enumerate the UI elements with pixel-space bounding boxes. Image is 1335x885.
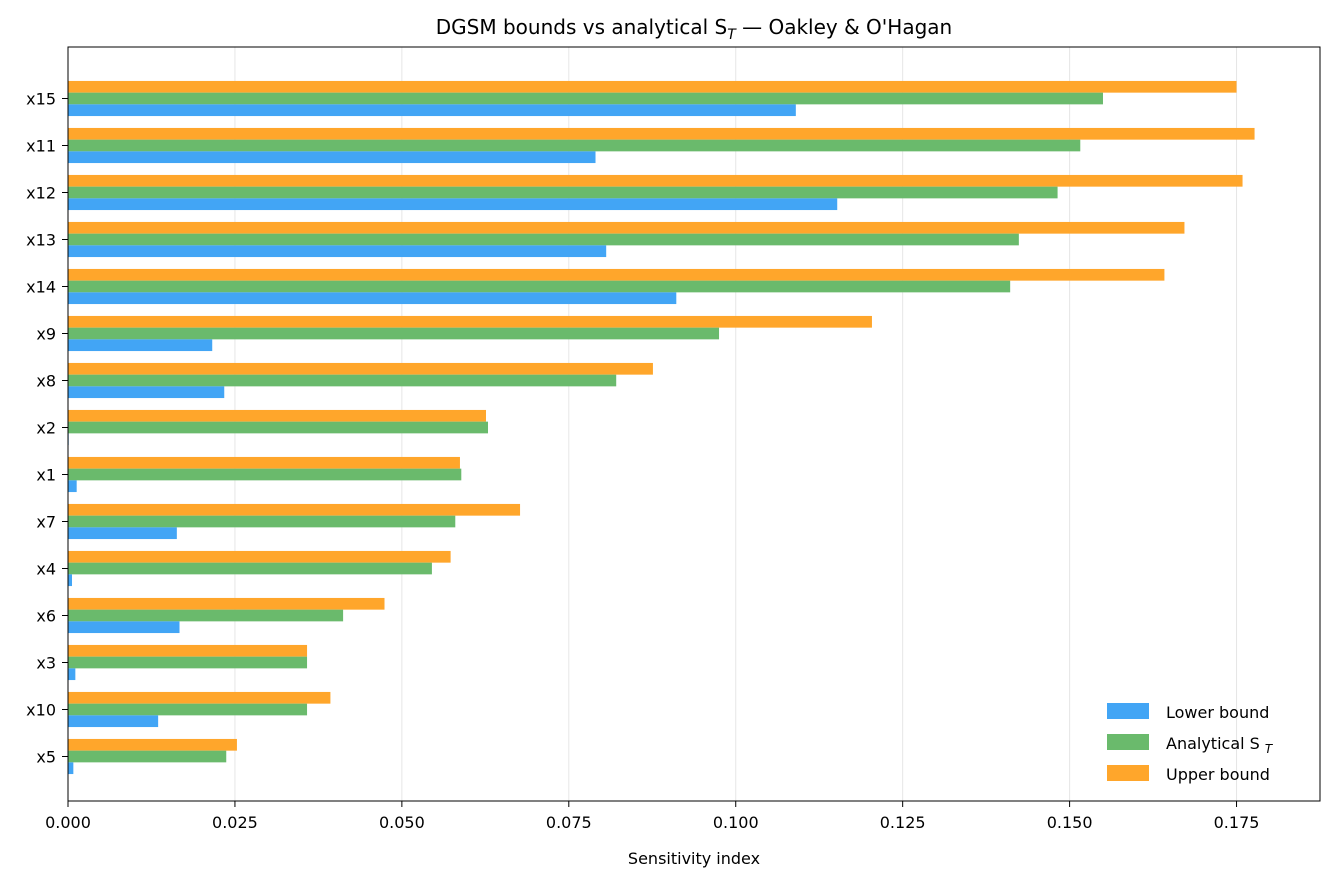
y-tick-label: x4 bbox=[36, 560, 56, 579]
x-tick-label: 0.175 bbox=[1214, 813, 1260, 832]
bar-x7-lower-bound bbox=[68, 527, 177, 540]
legend-swatch bbox=[1107, 703, 1149, 719]
y-tick-label: x10 bbox=[26, 701, 56, 720]
bar-x5-analytical-s bbox=[68, 750, 227, 763]
y-tick-label: x11 bbox=[26, 137, 56, 156]
chart-title: DGSM bounds vs analytical ST — Oakley & … bbox=[436, 15, 952, 43]
bar-x13-analytical-s bbox=[68, 233, 1019, 246]
bar-x7-analytical-s bbox=[68, 515, 456, 528]
bar-x12-upper-bound bbox=[68, 174, 1243, 187]
bar-x10-upper-bound bbox=[68, 691, 331, 704]
bar-x5-upper-bound bbox=[68, 738, 237, 751]
bar-x15-lower-bound bbox=[68, 104, 796, 117]
bar-x4-analytical-s bbox=[68, 562, 432, 575]
bar-x3-analytical-s bbox=[68, 656, 308, 669]
bar-x3-lower-bound bbox=[68, 668, 76, 681]
y-tick-label: x3 bbox=[36, 654, 56, 673]
bar-x1-lower-bound bbox=[68, 480, 77, 493]
title-subscript: T bbox=[727, 27, 737, 43]
bar-x4-upper-bound bbox=[68, 550, 451, 563]
bar-x14-analytical-s bbox=[68, 280, 1011, 293]
bar-x11-analytical-s bbox=[68, 139, 1081, 152]
bar-x6-upper-bound bbox=[68, 597, 385, 610]
title-main: DGSM bounds vs analytical S bbox=[436, 15, 727, 39]
bar-x5-lower-bound bbox=[68, 762, 74, 775]
bar-x12-analytical-s bbox=[68, 186, 1058, 199]
bar-x10-lower-bound bbox=[68, 715, 159, 728]
y-axis-ticks: x15 x11 x12 x13 x14 x9 x8 x2 x1 x7 x4 x6 x3 x10 x5 bbox=[26, 90, 68, 767]
x-tick-label: 0.100 bbox=[713, 813, 759, 832]
legend-label: Lower bound bbox=[1166, 703, 1269, 722]
x-tick-label: 0.050 bbox=[379, 813, 425, 832]
y-tick-label: x9 bbox=[36, 325, 56, 344]
y-tick-label: x6 bbox=[36, 607, 56, 626]
bar-x6-analytical-s bbox=[68, 609, 344, 622]
y-tick-label: x7 bbox=[36, 513, 56, 532]
bar-x6-lower-bound bbox=[68, 621, 180, 634]
y-tick-label: x1 bbox=[36, 466, 56, 485]
bar-x8-upper-bound bbox=[68, 362, 653, 375]
x-tick-label: 0.000 bbox=[45, 813, 91, 832]
x-axis-ticks: 0.000 0.025 0.050 0.075 0.100 0.125 0.150 0.175 bbox=[45, 801, 1259, 832]
y-tick-label: x5 bbox=[36, 748, 56, 767]
x-tick-label: 0.075 bbox=[546, 813, 592, 832]
bar-x11-upper-bound bbox=[68, 127, 1255, 140]
legend-swatch bbox=[1107, 734, 1149, 750]
bar-x15-analytical-s bbox=[68, 92, 1103, 105]
y-tick-label: x8 bbox=[36, 372, 56, 391]
bar-x9-upper-bound bbox=[68, 315, 872, 328]
bar-x11-lower-bound bbox=[68, 151, 596, 164]
bar-x4-lower-bound bbox=[68, 574, 73, 587]
legend-label-main: Upper bound bbox=[1166, 765, 1270, 784]
bar-x1-analytical-s bbox=[68, 468, 462, 481]
bar-x3-upper-bound bbox=[68, 644, 308, 657]
y-tick-label: x15 bbox=[26, 90, 56, 109]
legend: Lower bound Analytical S T Upper bound bbox=[1107, 703, 1274, 784]
bar-x2-analytical-s bbox=[68, 421, 489, 434]
x-tick-label: 0.150 bbox=[1047, 813, 1093, 832]
legend-label: Upper bound bbox=[1166, 765, 1270, 784]
bar-x15-upper-bound bbox=[68, 80, 1237, 93]
bar-x14-upper-bound bbox=[68, 268, 1165, 281]
legend-swatch bbox=[1107, 765, 1149, 781]
bar-x1-upper-bound bbox=[68, 456, 460, 469]
bar-x7-upper-bound bbox=[68, 503, 521, 516]
bar-x10-analytical-s bbox=[68, 703, 308, 716]
legend-label-main: Analytical S bbox=[1166, 734, 1260, 753]
bar-x9-lower-bound bbox=[68, 339, 213, 352]
y-tick-label: x13 bbox=[26, 231, 56, 250]
plot-frame bbox=[67, 46, 1321, 802]
title-suffix: — Oakley & O'Hagan bbox=[736, 15, 952, 39]
x-tick-label: 0.025 bbox=[212, 813, 258, 832]
x-axis-label: Sensitivity index bbox=[628, 849, 760, 868]
bar-x8-analytical-s bbox=[68, 374, 617, 387]
x-tick-label: 0.125 bbox=[880, 813, 926, 832]
legend-label-subscript: T bbox=[1265, 742, 1274, 756]
bar-x14-lower-bound bbox=[68, 292, 677, 305]
bars bbox=[68, 80, 1255, 775]
bar-x12-lower-bound bbox=[68, 198, 838, 211]
bar-x13-lower-bound bbox=[68, 245, 607, 258]
legend-label-main: Lower bound bbox=[1166, 703, 1269, 722]
y-tick-label: x14 bbox=[26, 278, 56, 297]
bar-x9-analytical-s bbox=[68, 327, 720, 340]
legend-label: Analytical S T bbox=[1166, 734, 1274, 756]
bar-x13-upper-bound bbox=[68, 221, 1185, 234]
grid-lines bbox=[234, 47, 1238, 801]
bar-x8-lower-bound bbox=[68, 386, 225, 399]
y-tick-label: x2 bbox=[36, 419, 56, 438]
y-tick-label: x12 bbox=[26, 184, 56, 203]
bar-x2-upper-bound bbox=[68, 409, 487, 422]
